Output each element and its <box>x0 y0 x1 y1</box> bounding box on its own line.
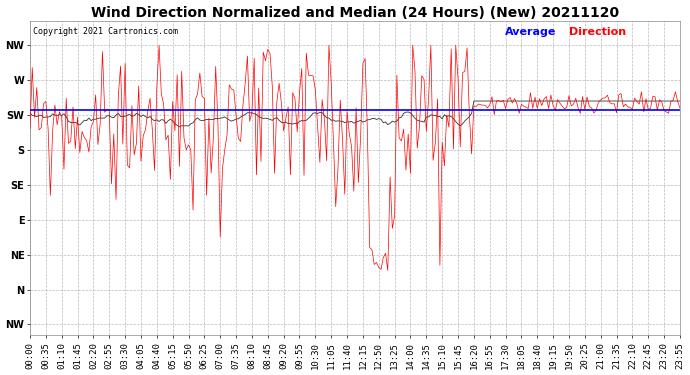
Text: Direction: Direction <box>569 27 627 37</box>
Title: Wind Direction Normalized and Median (24 Hours) (New) 20211120: Wind Direction Normalized and Median (24… <box>91 6 619 20</box>
Text: Copyright 2021 Cartronics.com: Copyright 2021 Cartronics.com <box>33 27 178 36</box>
Text: Average: Average <box>504 27 556 37</box>
